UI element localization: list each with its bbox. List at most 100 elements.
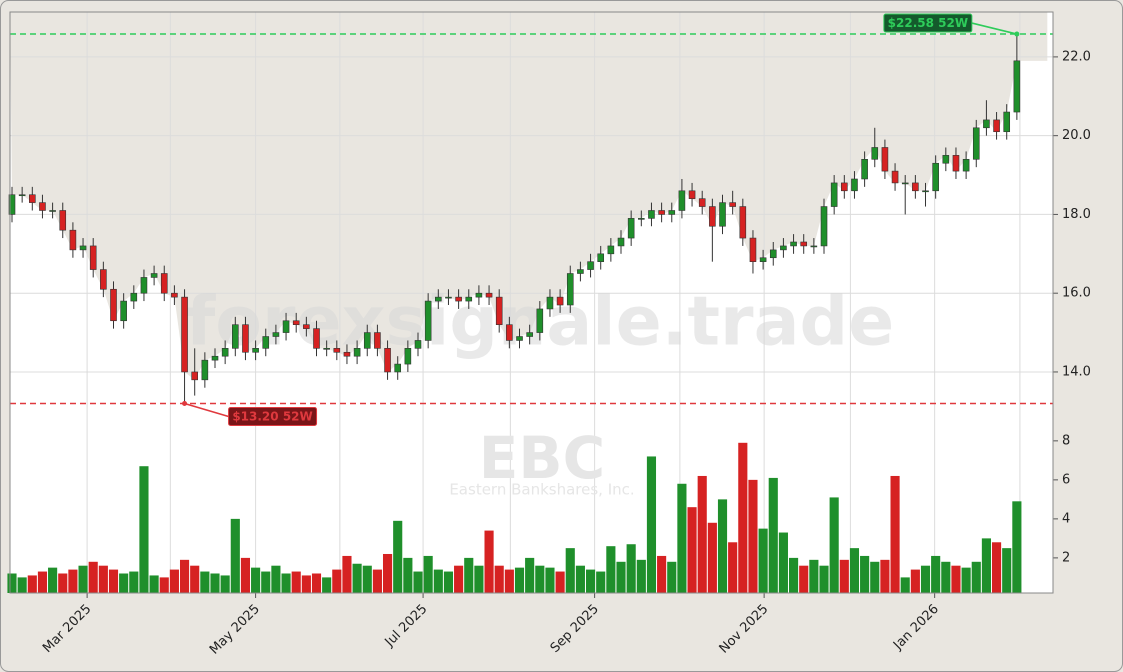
volume-bar [657,555,667,593]
volume-bar [514,567,525,593]
volume-bar [707,522,717,593]
volume-bar [464,557,474,593]
candle-body [627,218,635,239]
volume-bar [403,557,413,593]
candle-body [901,182,909,185]
candle-body [952,155,960,172]
volume-bar [677,483,687,593]
volume-bar [870,561,880,593]
candle-body [313,328,320,349]
candle-body [353,348,361,357]
candle-body [272,332,280,337]
volume-bar [484,530,494,593]
candle-body [414,340,422,349]
candle-body [79,245,87,251]
volume-bar [575,565,585,593]
background-layer [10,12,1053,593]
volume-bar [910,569,920,593]
candle-body [556,296,564,306]
candle-body [577,269,584,274]
volume-bar [697,475,707,593]
candle-body [526,332,533,337]
volume-bar [738,442,748,593]
volume-bar [728,542,738,593]
candle-body [475,292,483,298]
candle-body [810,245,818,248]
candle-body [262,336,270,349]
candle-body [912,182,919,192]
candle-body [648,210,655,219]
candle-body [617,237,625,247]
candle-body [323,348,330,350]
y-tick-label: 22.0 [1062,49,1091,64]
volume-bar [504,569,514,593]
candle-body [303,324,310,329]
candle-body [363,332,371,349]
candle-body [536,308,544,333]
candle-body [242,324,249,353]
volume-bar [778,532,788,593]
volume-bar [48,567,58,593]
candle-body [597,253,605,262]
volume-bar [555,571,565,593]
volume-bar [931,555,941,593]
candle-body [394,363,402,373]
volume-bar [27,575,37,593]
volume-bar [240,557,251,593]
volume-bar [961,567,971,593]
y-tick-label: 16.0 [1062,286,1091,301]
candle-body [678,190,686,211]
candle-body [607,245,615,255]
candle-body [820,206,828,247]
candle-body [830,182,838,207]
candle-body [333,348,341,353]
candle-body [881,147,889,172]
candle-body [962,158,970,172]
candle-body [69,229,77,251]
volume-bar [119,573,129,593]
candle-body [861,158,868,180]
candle-body [181,296,188,373]
volume-bar [799,565,809,593]
y-tick-label: 6 [1062,472,1070,487]
volume-bar [423,555,433,593]
candle-body [516,336,523,341]
volume-bar [565,548,575,593]
candle-body [89,245,97,270]
candle-body [495,296,503,325]
candle-body [891,170,899,184]
candle-body [698,198,706,207]
volume-bar [372,569,382,593]
company-watermark: Eastern Bankshares, Inc. [449,481,634,499]
volume-bar [271,565,281,593]
ticker-watermark: EBC [479,424,605,492]
candle-body [739,206,747,239]
volume-bar [900,577,910,593]
volume-bar [687,507,697,593]
candle-body [983,119,990,129]
volume-bar [829,497,839,593]
volume-bar [1012,501,1022,593]
volume-bar [37,571,48,593]
candle-body [729,202,736,207]
candle-body [780,245,787,251]
volume-bar [768,477,778,593]
candle-body [445,296,452,299]
volume-bar [129,571,139,593]
volume-bar [596,571,606,593]
candle-body [110,288,117,322]
candle-body [191,371,199,381]
candle-body [39,202,46,211]
candle-body [688,190,696,199]
candle-body [769,249,777,259]
volume-bar [169,569,179,593]
volume-bar [88,561,98,593]
volume-bar [626,544,636,593]
y-tick-label: 2 [1062,550,1070,565]
volume-bar [839,559,849,593]
volume-bar [322,577,332,593]
candle-body [8,194,16,215]
candle-body [871,147,879,160]
